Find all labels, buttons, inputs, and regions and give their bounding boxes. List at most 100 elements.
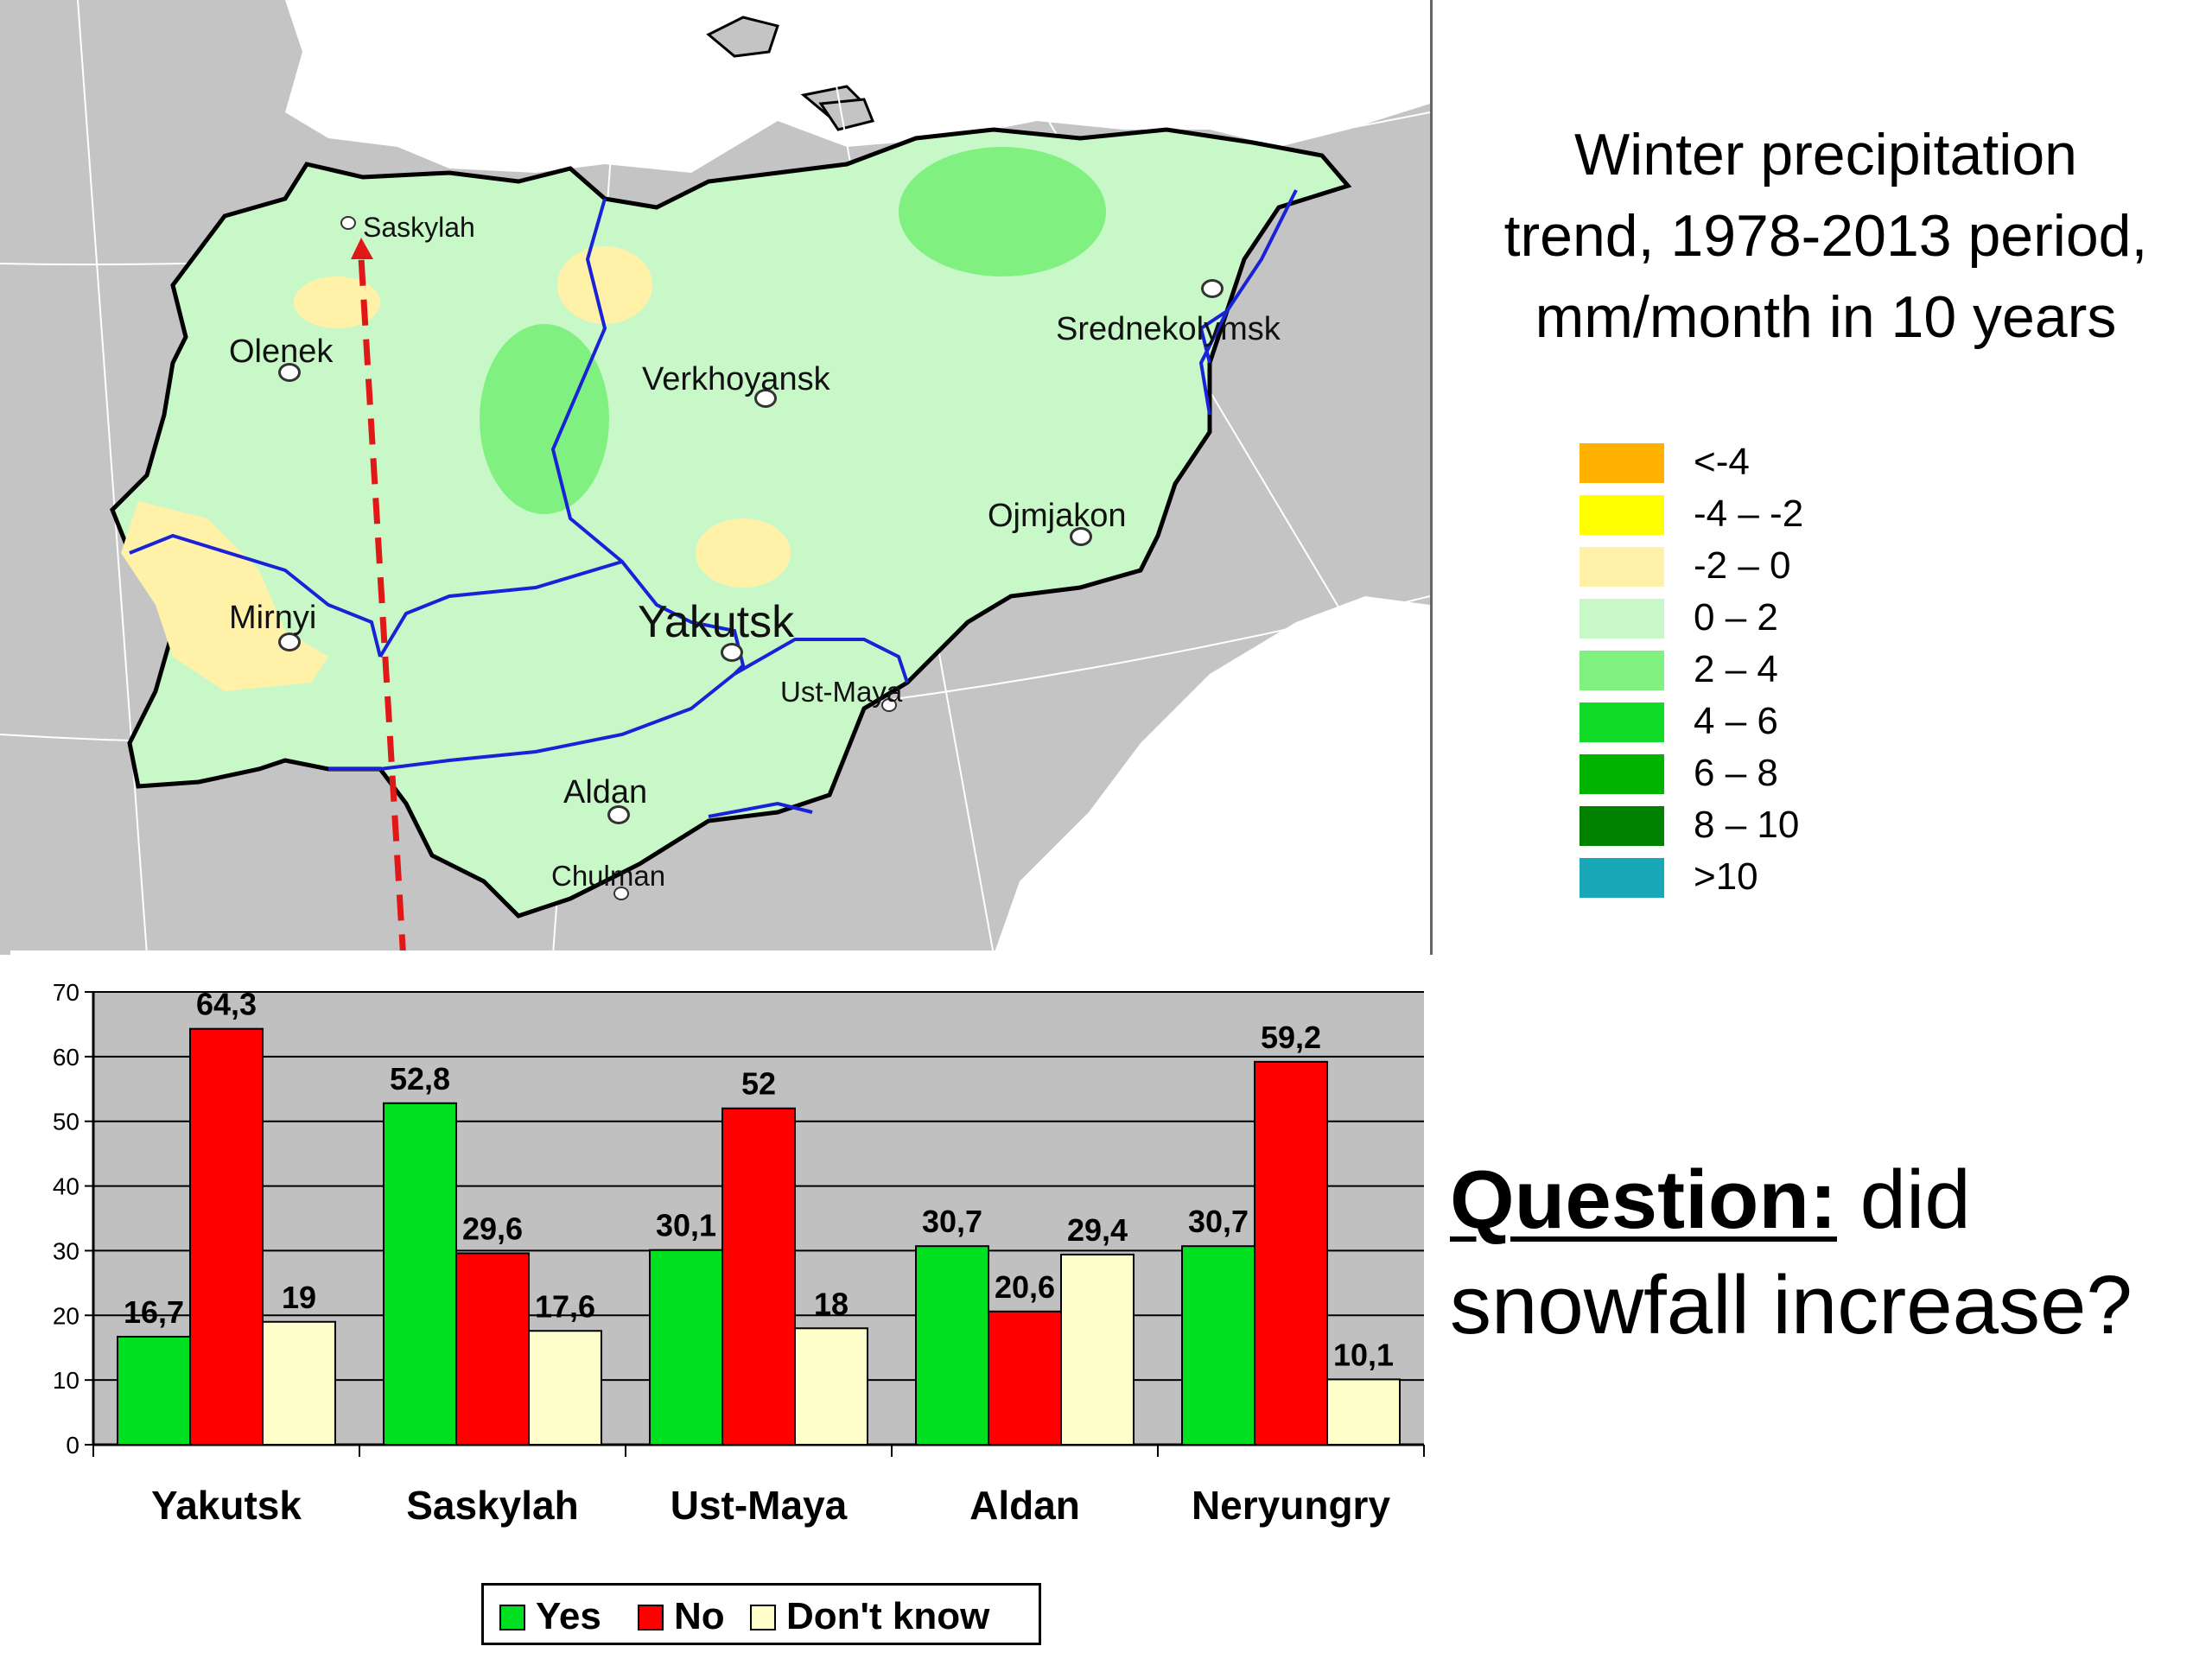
bar-saskylah-don-t-know	[528, 1330, 602, 1446]
map-divider	[1430, 0, 1433, 955]
legend-swatch-7	[1580, 806, 1664, 846]
bar-ust-maya-yes	[649, 1249, 723, 1446]
legend-item: >10	[1580, 855, 1839, 899]
data-label: 52,8	[390, 1061, 450, 1096]
data-label: 17,6	[535, 1288, 595, 1324]
question-body: did snowfall increase?	[1450, 1154, 2133, 1351]
category-label: Yakutsk	[151, 1483, 302, 1528]
legend-item: 0 – 2	[1580, 596, 1839, 639]
bar-aldan-don-t-know	[1060, 1253, 1135, 1446]
y-tick-label: 40	[53, 1173, 79, 1200]
srednekolymsk-marker	[1201, 279, 1224, 298]
chart-legend-label: Yes	[536, 1595, 601, 1637]
legend-swatch-4	[1580, 651, 1664, 690]
saskylah-marker	[340, 216, 356, 230]
bar-yakutsk-don-t-know	[262, 1320, 336, 1446]
mirnyi-marker	[278, 632, 301, 652]
bar-yakutsk-no	[189, 1027, 264, 1446]
legend-swatch-3	[1580, 599, 1664, 639]
bar-neryungry-no	[1254, 1060, 1328, 1446]
bar-saskylah-yes	[383, 1102, 457, 1446]
legend-swatch-2	[1580, 547, 1664, 587]
place-label-aldan: Aldan	[563, 774, 648, 810]
chart-legend-swatch-1	[638, 1605, 664, 1630]
island-1	[706, 16, 779, 58]
legend-swatch-6	[1580, 754, 1664, 794]
olenek-marker	[278, 363, 301, 382]
category-label: Saskylah	[406, 1483, 578, 1528]
map-image	[0, 0, 1430, 955]
place-label-olenek: Olenek	[229, 334, 334, 370]
yakutsk-marker	[721, 643, 743, 662]
chart-legend-label: Don't know	[786, 1595, 990, 1637]
y-tick-label: 10	[53, 1367, 79, 1394]
ojmjakon-marker	[1070, 527, 1092, 546]
y-tick-label: 30	[53, 1237, 79, 1264]
question-text: Question: did snowfall increase?	[1450, 1147, 2210, 1358]
place-label-verkhoyansk: Verkhoyansk	[642, 361, 830, 397]
bar-yakutsk-yes	[117, 1335, 191, 1446]
saskylah-arrow	[351, 238, 407, 955]
question-label: Question:	[1450, 1154, 1837, 1246]
y-tick-label: 20	[53, 1302, 79, 1329]
chart-legend: Yes No Don't know	[481, 1583, 1041, 1645]
bar-aldan-yes	[915, 1245, 989, 1446]
bar-neryungry-don-t-know	[1326, 1378, 1401, 1446]
place-label-ojmjakon: Ojmjakon	[988, 498, 1127, 534]
legend-item: -2 – 0	[1580, 544, 1839, 588]
place-label-ust-maya: Ust-Maya	[780, 676, 903, 708]
place-label-saskylah: Saskylah	[363, 212, 475, 243]
ust-maya-marker	[881, 698, 897, 712]
legend-item: 8 – 10	[1580, 804, 1839, 847]
data-label: 29,6	[462, 1211, 523, 1246]
data-label: 30,1	[656, 1208, 716, 1243]
legend-label: 0 – 2	[1694, 596, 1778, 639]
y-tick-label: 60	[53, 1044, 79, 1071]
legend-label: -4 – -2	[1694, 493, 1804, 535]
data-label: 64,3	[196, 987, 257, 1022]
place-label-chulman: Chulman	[551, 860, 666, 892]
legend-swatch-0	[1580, 443, 1664, 483]
legend-swatch-5	[1580, 702, 1664, 742]
sea-of-okhotsk	[994, 596, 1430, 955]
legend-label: 2 – 4	[1694, 648, 1778, 690]
chart-legend-swatch-2	[750, 1605, 776, 1630]
bar-aldan-no	[988, 1310, 1062, 1446]
bar-ust-maya-no	[721, 1107, 796, 1446]
bar-ust-maya-don-t-know	[794, 1327, 868, 1446]
rivers	[129, 189, 1298, 818]
arctic-sea	[285, 0, 1430, 173]
legend-item: -4 – -2	[1580, 493, 1839, 536]
legend-swatch-8	[1580, 858, 1664, 898]
legend-label: 8 – 10	[1694, 804, 1800, 846]
legend-label: 4 – 6	[1694, 700, 1778, 742]
legend-swatch-1	[1580, 495, 1664, 535]
data-label: 30,7	[922, 1204, 982, 1239]
data-label: 19	[282, 1280, 316, 1315]
legend-item: <-4	[1580, 441, 1839, 484]
island-3	[818, 98, 875, 131]
place-label-mirnyi: Mirnyi	[229, 600, 317, 636]
y-tick-label: 70	[53, 979, 79, 1006]
legend-item: 6 – 8	[1580, 752, 1839, 795]
legend-label: -2 – 0	[1694, 544, 1791, 587]
data-label: 59,2	[1261, 1020, 1321, 1055]
map-title: Winter precipitation trend, 1978-2013 pe…	[1503, 122, 2148, 350]
data-label: 16,7	[124, 1294, 184, 1330]
legend-label: >10	[1694, 855, 1758, 898]
data-label: 29,4	[1067, 1212, 1128, 1248]
aldan-marker	[607, 805, 630, 824]
category-label: Aldan	[969, 1483, 1080, 1528]
data-label: 20,6	[995, 1269, 1055, 1305]
legend-label: 6 – 8	[1694, 752, 1778, 794]
bar-neryungry-yes	[1181, 1245, 1255, 1446]
precipitation-map: Saskylah Olenek Verkhoyansk Srednekolyms…	[0, 0, 1430, 955]
data-label: 52	[741, 1066, 776, 1102]
y-tick-label: 0	[66, 1432, 79, 1459]
data-label: 18	[814, 1286, 849, 1321]
legend-label: <-4	[1694, 441, 1750, 483]
y-tick-label: 50	[53, 1109, 79, 1135]
bar-saskylah-no	[455, 1252, 530, 1446]
data-label: 30,7	[1188, 1204, 1249, 1239]
survey-bar-chart: 0 10 20 30 40 50 60 70 16,7 64,3 19 Yakutsk 52,8 29,6…	[10, 950, 1427, 1590]
